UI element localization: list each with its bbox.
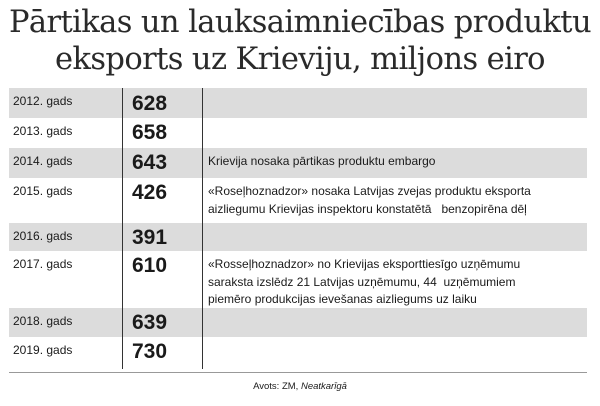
row-note-line: aizliegumu Krievijas inspektoru konstatē…: [208, 201, 527, 216]
source-name: Neatkarīgā: [300, 381, 347, 392]
row-value: 610: [132, 254, 168, 277]
column-divider-value-note: [202, 88, 203, 369]
data-table: 2012. gads 628 2013. gads 658 2014. gads 643 K…: [9, 88, 587, 369]
table-row: 2017. gads 610 «Rosseļhoznadzor» no Krievi…: [9, 251, 587, 308]
row-year: 2013. gads: [13, 124, 73, 138]
row-note: «Roseļhoznadzor» nosaka Latvijas zvejas …: [208, 183, 587, 218]
table-bottom-rule: [9, 372, 587, 373]
row-value: 426: [132, 181, 168, 204]
row-year: 2015. gads: [13, 184, 73, 198]
column-divider-year-value: [122, 88, 123, 369]
row-value: 628: [132, 92, 168, 115]
row-note-line: «Rosseļhoznadzor» no Krievijas eksportti…: [208, 257, 521, 271]
row-note-line: saraksta izslēdz 21 Latvijas uzņēmumu, 4…: [208, 274, 516, 289]
row-value: 639: [132, 311, 168, 334]
table-row: 2018. gads 639: [9, 308, 587, 337]
row-value: 391: [132, 226, 168, 249]
row-year: 2019. gads: [13, 343, 73, 357]
table-row: 2012. gads 628: [9, 88, 587, 118]
table-row: 2015. gads 426 «Roseļhoznadzor» nosaka Lat…: [9, 178, 587, 223]
row-year: 2014. gads: [13, 154, 73, 168]
chart-title: Pārtikas un lauksaimniecības produktu ek…: [0, 4, 600, 78]
row-note-line: Krievija nosaka pārtikas produktu embarg…: [208, 154, 436, 168]
table-row: 2014. gads 643 Krievija nosaka pārtikas pr…: [9, 148, 587, 178]
title-line-2: eksports uz Krieviju, miljons eiro: [55, 42, 546, 77]
row-value: 658: [132, 121, 168, 144]
title-line-1: Pārtikas un lauksaimniecības produktu: [8, 5, 592, 40]
source-prefix: Avots: ZM,: [253, 381, 299, 392]
source-note: Avots: ZM, Neatkarīgā: [0, 381, 600, 392]
row-note-line: «Roseļhoznadzor» nosaka Latvijas zvejas …: [208, 184, 531, 198]
table-row: 2019. gads 730: [9, 337, 587, 369]
row-year: 2017. gads: [13, 257, 73, 271]
table-row: 2016. gads 391: [9, 223, 587, 251]
row-year: 2012. gads: [13, 94, 73, 108]
row-value: 730: [132, 340, 168, 363]
row-value: 643: [132, 151, 168, 174]
row-note: «Rosseļhoznadzor» no Krievijas eksportti…: [208, 256, 587, 309]
row-note-line: piemēro produkcijas ievešanas aizliegums…: [208, 292, 477, 306]
table-row: 2013. gads 658: [9, 118, 587, 148]
row-year: 2018. gads: [13, 314, 73, 328]
row-note: Krievija nosaka pārtikas produktu embarg…: [208, 153, 587, 171]
row-year: 2016. gads: [13, 229, 73, 243]
